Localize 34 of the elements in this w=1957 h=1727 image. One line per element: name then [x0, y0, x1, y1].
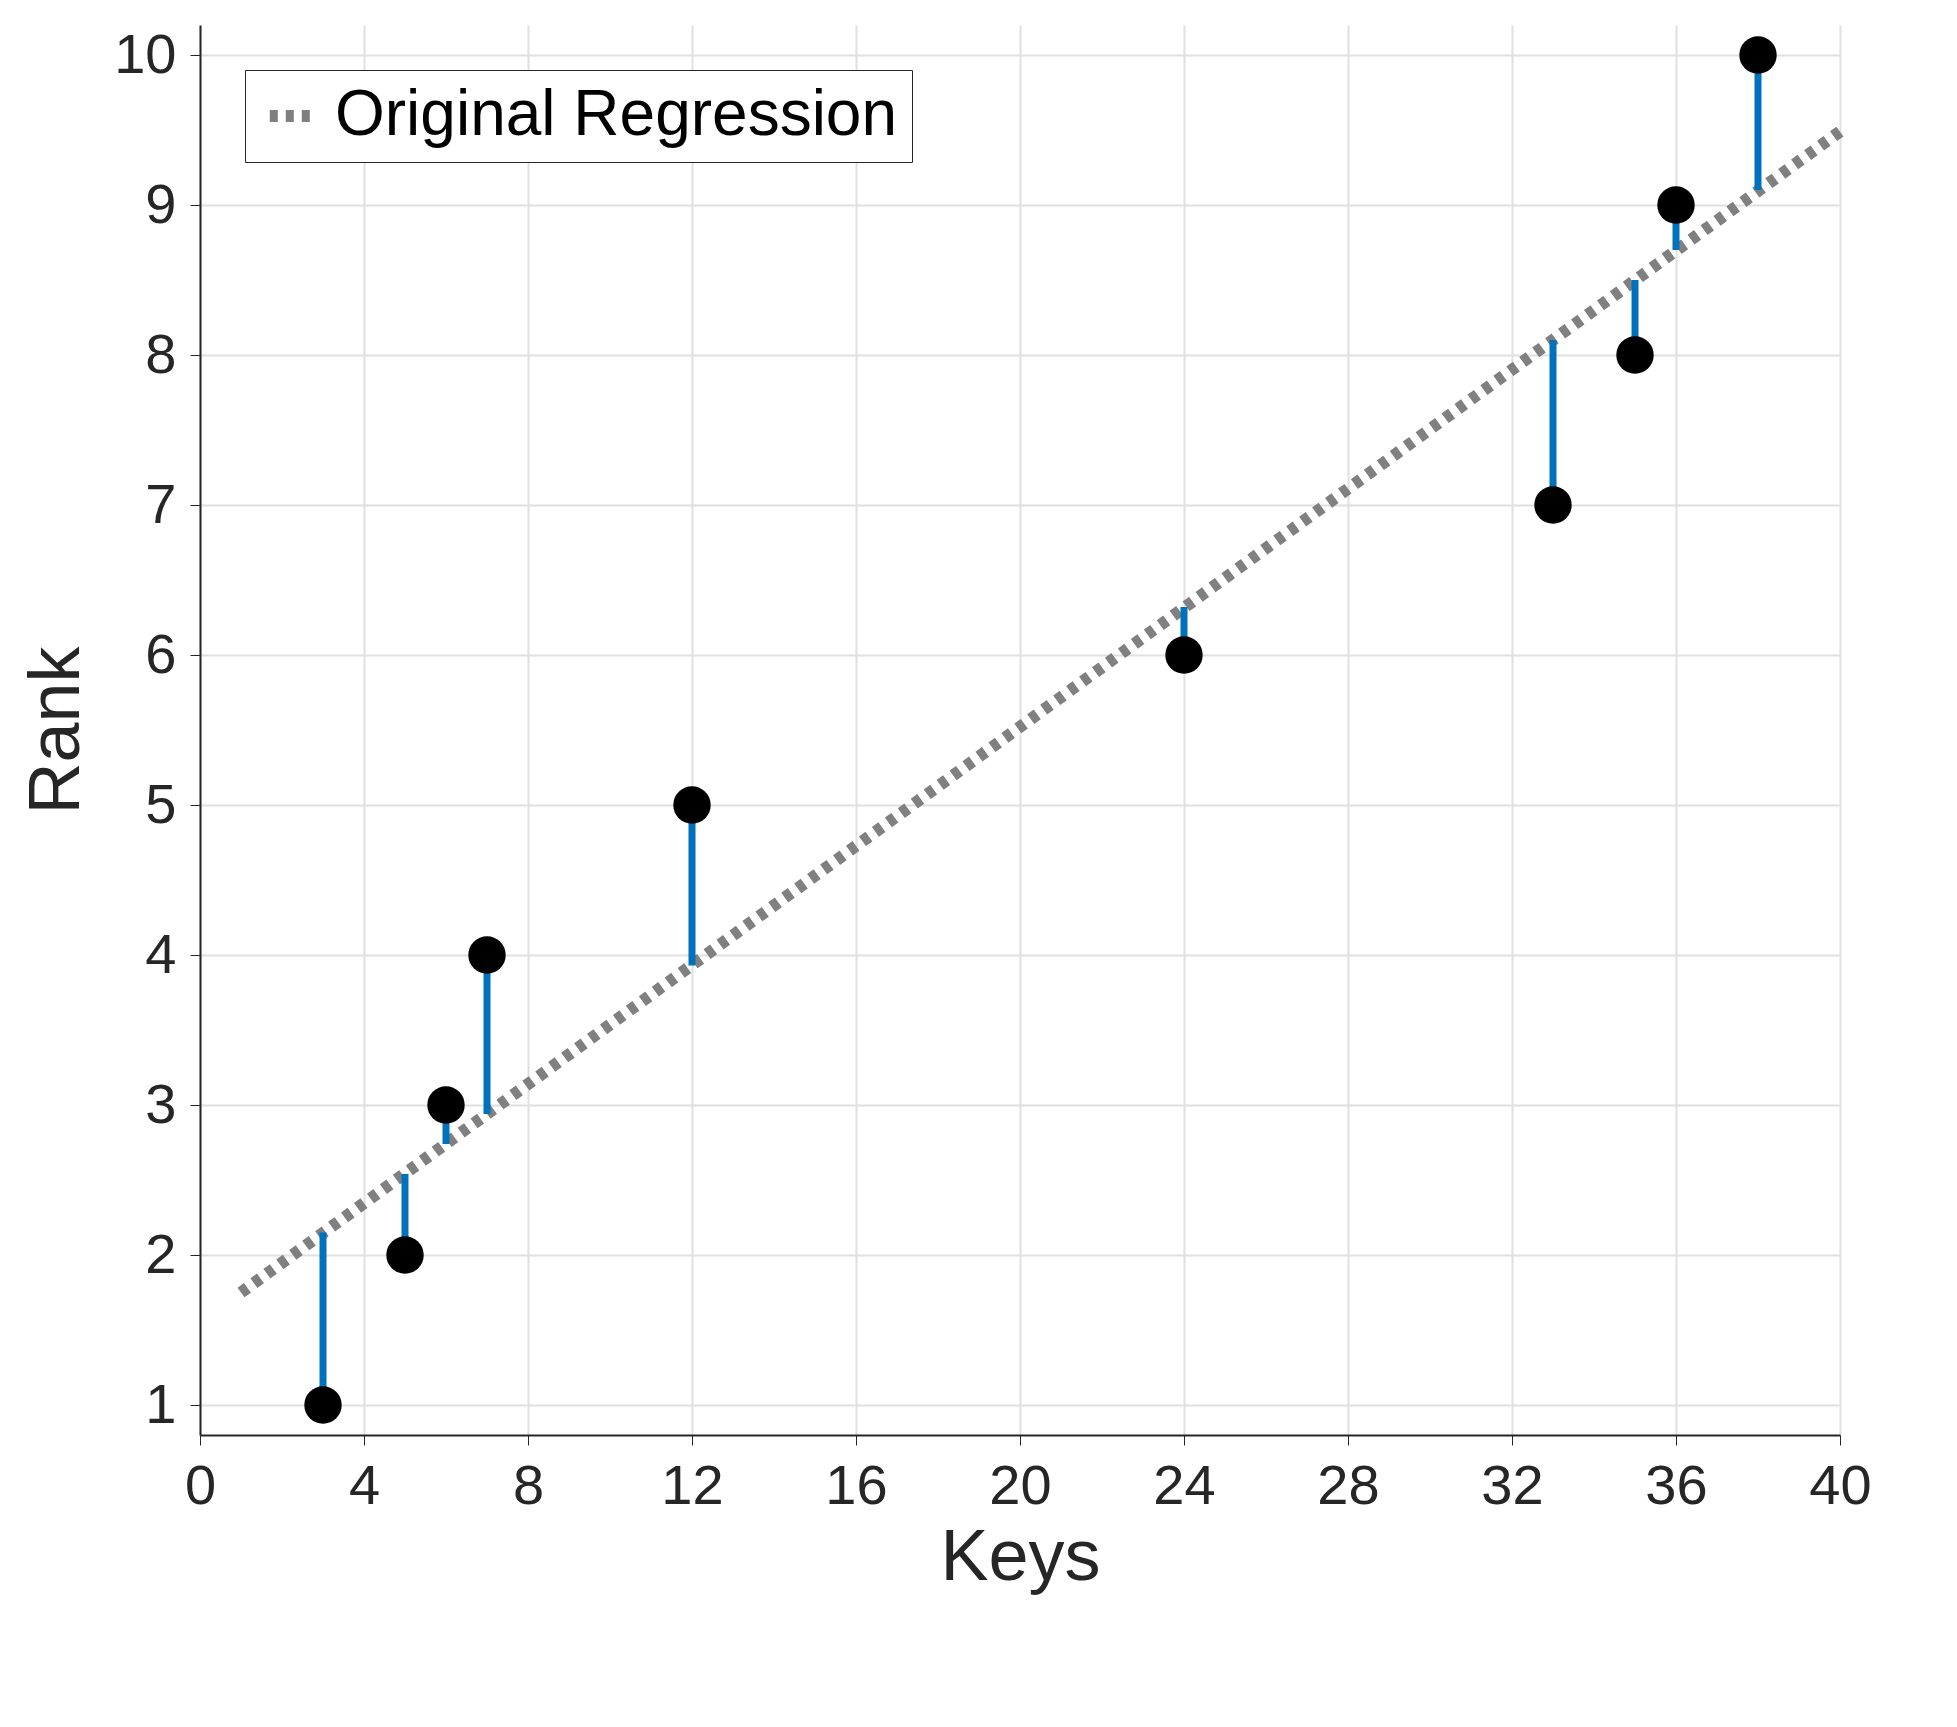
x-tick-label: 0 — [184, 1452, 217, 1516]
x-tick-label: 12 — [661, 1452, 724, 1516]
y-tick-label: 2 — [145, 1221, 177, 1285]
point — [304, 1386, 342, 1424]
x-tick-label: 24 — [1153, 1452, 1216, 1516]
x-tick-label: 16 — [825, 1452, 888, 1516]
y-tick-label: 6 — [145, 621, 177, 685]
point — [427, 1086, 465, 1124]
y-tick-label: 7 — [145, 471, 177, 535]
point — [386, 1236, 424, 1274]
x-axis-title: Keys — [940, 1514, 1101, 1595]
x-tick-label: 40 — [1809, 1452, 1872, 1516]
y-tick-label: 5 — [145, 771, 177, 835]
x-tick-label: 20 — [989, 1452, 1052, 1516]
x-tick-label: 8 — [512, 1452, 545, 1516]
y-tick-label: 9 — [145, 171, 177, 235]
x-tick-label: 36 — [1645, 1452, 1708, 1516]
x-tick-label: 4 — [348, 1452, 381, 1516]
point — [1616, 336, 1654, 374]
y-axis-title: Rank — [14, 645, 95, 815]
point — [1657, 186, 1695, 224]
legend-label: Original Regression — [335, 77, 898, 149]
point — [673, 786, 711, 824]
y-tick-label: 10 — [114, 21, 177, 85]
y-tick-label: 4 — [145, 921, 177, 985]
x-tick-label: 32 — [1481, 1452, 1544, 1516]
point — [1739, 36, 1777, 74]
point — [468, 936, 506, 974]
point — [1165, 636, 1203, 674]
y-tick-label: 3 — [145, 1071, 177, 1135]
x-tick-label: 28 — [1317, 1452, 1380, 1516]
y-tick-label: 1 — [145, 1371, 177, 1435]
y-tick-label: 8 — [145, 321, 177, 385]
point — [1534, 486, 1572, 524]
